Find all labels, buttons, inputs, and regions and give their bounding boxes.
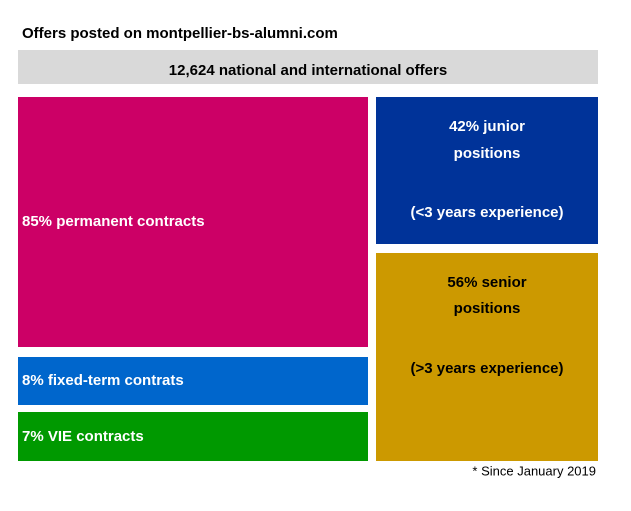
fixed-term-box xyxy=(18,357,368,405)
title: Offers posted on montpellier-bs-alumni.c… xyxy=(22,25,338,42)
box-label: (<3 years experience) xyxy=(410,204,563,221)
banner-text: 12,624 national and international offers xyxy=(169,62,447,79)
box-label: 8% fixed-term contrats xyxy=(22,372,184,389)
box-label: (>3 years experience) xyxy=(410,360,563,377)
footnote: * Since January 2019 xyxy=(472,463,596,478)
senior-box xyxy=(376,253,598,461)
box-label: 85% permanent contracts xyxy=(22,213,205,230)
box-label: positions xyxy=(454,145,521,162)
permanent-box xyxy=(18,97,368,347)
banner-box xyxy=(18,50,598,84)
box-label: 7% VIE contracts xyxy=(22,428,144,445)
box-label: positions xyxy=(454,300,521,317)
box-label: 42% junior xyxy=(449,118,525,135)
box-label: 56% senior xyxy=(447,274,526,291)
junior-box xyxy=(376,97,598,244)
vie-box xyxy=(18,412,368,461)
